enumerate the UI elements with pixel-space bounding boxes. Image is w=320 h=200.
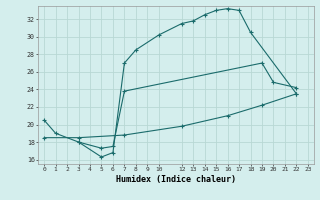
X-axis label: Humidex (Indice chaleur): Humidex (Indice chaleur) [116,175,236,184]
